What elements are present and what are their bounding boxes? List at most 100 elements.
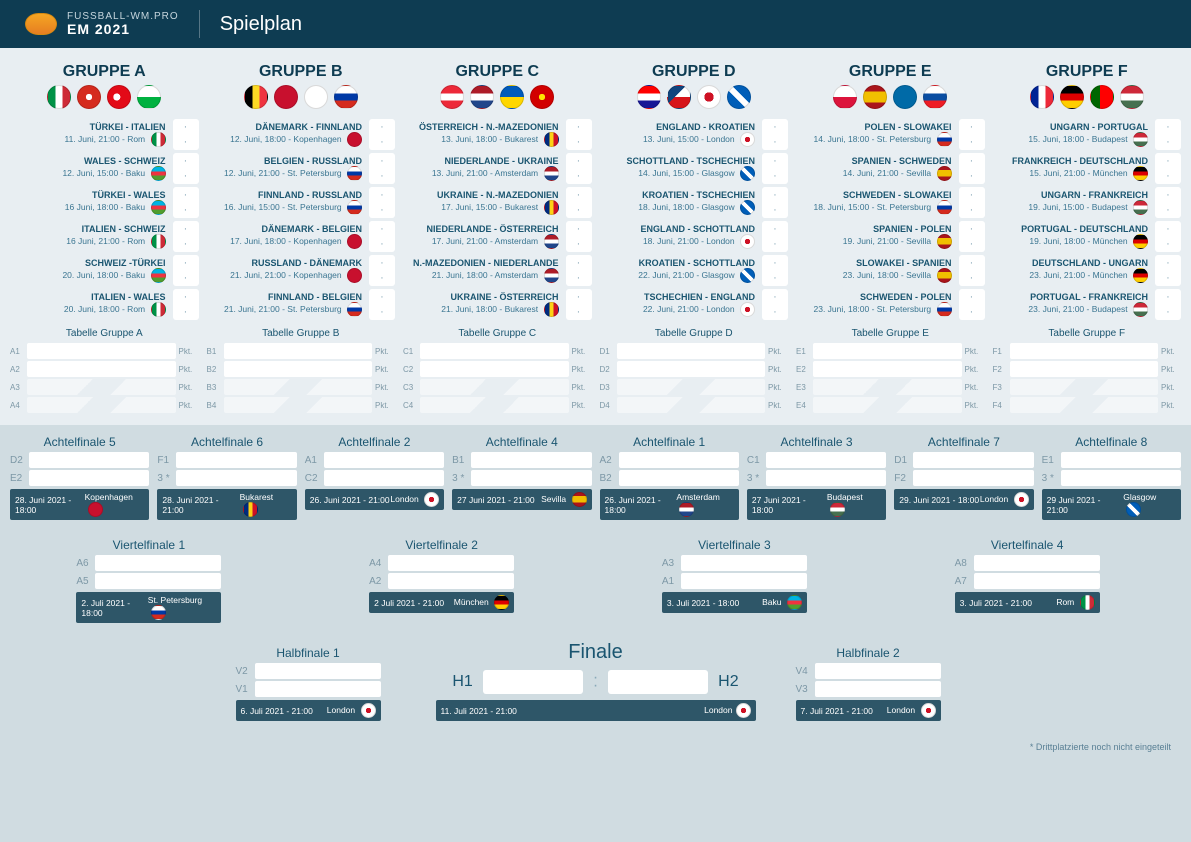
ko-team-box[interactable] xyxy=(388,573,514,589)
team-box[interactable] xyxy=(27,397,176,413)
ko-team-box[interactable] xyxy=(176,470,296,486)
score-box[interactable] xyxy=(1155,289,1181,320)
team-box[interactable] xyxy=(813,343,962,359)
team-box[interactable] xyxy=(420,361,569,377)
ko-team-box[interactable] xyxy=(388,555,514,571)
ko-team-box[interactable] xyxy=(619,470,739,486)
flag-icon xyxy=(921,703,936,718)
score-box[interactable] xyxy=(566,119,592,150)
score-box[interactable] xyxy=(762,187,788,218)
ko-team-box[interactable] xyxy=(913,452,1033,468)
score-box[interactable] xyxy=(566,255,592,286)
team-box[interactable] xyxy=(224,343,373,359)
match-row: FRANKREICH - DEUTSCHLAND15. Juni, 21:00 … xyxy=(993,153,1182,184)
team-box[interactable] xyxy=(420,343,569,359)
score-box[interactable] xyxy=(369,153,395,184)
score-box[interactable] xyxy=(369,221,395,252)
team-box[interactable] xyxy=(617,361,766,377)
ko-team-box[interactable] xyxy=(974,573,1100,589)
final-team-box[interactable] xyxy=(483,670,583,694)
score-box[interactable] xyxy=(959,187,985,218)
ko-team-box[interactable] xyxy=(766,470,886,486)
ko-slot: A4 xyxy=(369,555,514,571)
team-box[interactable] xyxy=(27,379,176,395)
team-box[interactable] xyxy=(617,397,766,413)
ko-team-box[interactable] xyxy=(681,573,807,589)
ko-team-box[interactable] xyxy=(255,681,381,697)
ko-team-box[interactable] xyxy=(681,555,807,571)
ko-team-box[interactable] xyxy=(324,452,444,468)
ko-team-box[interactable] xyxy=(29,452,149,468)
ko-team-box[interactable] xyxy=(766,452,886,468)
ko-team-box[interactable] xyxy=(974,555,1100,571)
score-box[interactable] xyxy=(369,255,395,286)
score-box[interactable] xyxy=(369,119,395,150)
score-box[interactable] xyxy=(173,187,199,218)
team-box[interactable] xyxy=(813,361,962,377)
score-box[interactable] xyxy=(762,119,788,150)
ko-team-box[interactable] xyxy=(471,470,591,486)
score-box[interactable] xyxy=(1155,153,1181,184)
ko-team-box[interactable] xyxy=(255,663,381,679)
ko-team-box[interactable] xyxy=(1061,470,1181,486)
score-box[interactable] xyxy=(959,119,985,150)
ko-team-box[interactable] xyxy=(95,555,221,571)
ko-team-box[interactable] xyxy=(176,452,296,468)
ko-team-box[interactable] xyxy=(815,681,941,697)
score-box[interactable] xyxy=(173,153,199,184)
score-box[interactable] xyxy=(959,255,985,286)
score-box[interactable] xyxy=(762,255,788,286)
team-box[interactable] xyxy=(27,361,176,377)
score-box[interactable] xyxy=(566,289,592,320)
score-box[interactable] xyxy=(1155,221,1181,252)
score-box[interactable] xyxy=(369,289,395,320)
flag-icon xyxy=(740,166,755,181)
score-box[interactable] xyxy=(369,187,395,218)
score-box[interactable] xyxy=(1155,255,1181,286)
ko-team-box[interactable] xyxy=(815,663,941,679)
score-box[interactable] xyxy=(762,153,788,184)
ko-team-box[interactable] xyxy=(913,470,1033,486)
score-box[interactable] xyxy=(566,187,592,218)
team-box[interactable] xyxy=(1010,361,1159,377)
flag-icon xyxy=(937,132,952,147)
ko-box: Achtelfinale 8E13 *29 Juni 2021 - 21:00G… xyxy=(1042,435,1181,520)
score-box[interactable] xyxy=(566,153,592,184)
team-box[interactable] xyxy=(27,343,176,359)
ko-slot: A7 xyxy=(955,573,1100,589)
team-box[interactable] xyxy=(1010,343,1159,359)
team-box[interactable] xyxy=(1010,379,1159,395)
ko-team-box[interactable] xyxy=(95,573,221,589)
team-box[interactable] xyxy=(813,379,962,395)
match-teams: DEUTSCHLAND - UNGARN xyxy=(995,258,1149,268)
team-box[interactable] xyxy=(1010,397,1159,413)
team-box[interactable] xyxy=(224,361,373,377)
score-box[interactable] xyxy=(566,221,592,252)
team-box[interactable] xyxy=(813,397,962,413)
team-box[interactable] xyxy=(224,397,373,413)
ko-team-box[interactable] xyxy=(1061,452,1181,468)
ko-footer: 26. Juni 2021 - 21:00London xyxy=(305,489,444,510)
score-box[interactable] xyxy=(762,289,788,320)
team-box[interactable] xyxy=(224,379,373,395)
score-box[interactable] xyxy=(959,221,985,252)
score-box[interactable] xyxy=(173,119,199,150)
team-box[interactable] xyxy=(420,397,569,413)
score-box[interactable] xyxy=(959,289,985,320)
ko-team-box[interactable] xyxy=(471,452,591,468)
ko-team-box[interactable] xyxy=(29,470,149,486)
ko-team-box[interactable] xyxy=(619,452,739,468)
final-team-box[interactable] xyxy=(608,670,708,694)
score-box[interactable] xyxy=(173,289,199,320)
score-box[interactable] xyxy=(1155,119,1181,150)
team-box[interactable] xyxy=(420,379,569,395)
ko-slot: 3 * xyxy=(747,470,886,486)
score-box[interactable] xyxy=(1155,187,1181,218)
score-box[interactable] xyxy=(173,255,199,286)
score-box[interactable] xyxy=(173,221,199,252)
ko-team-box[interactable] xyxy=(324,470,444,486)
team-box[interactable] xyxy=(617,379,766,395)
team-box[interactable] xyxy=(617,343,766,359)
score-box[interactable] xyxy=(762,221,788,252)
score-box[interactable] xyxy=(959,153,985,184)
